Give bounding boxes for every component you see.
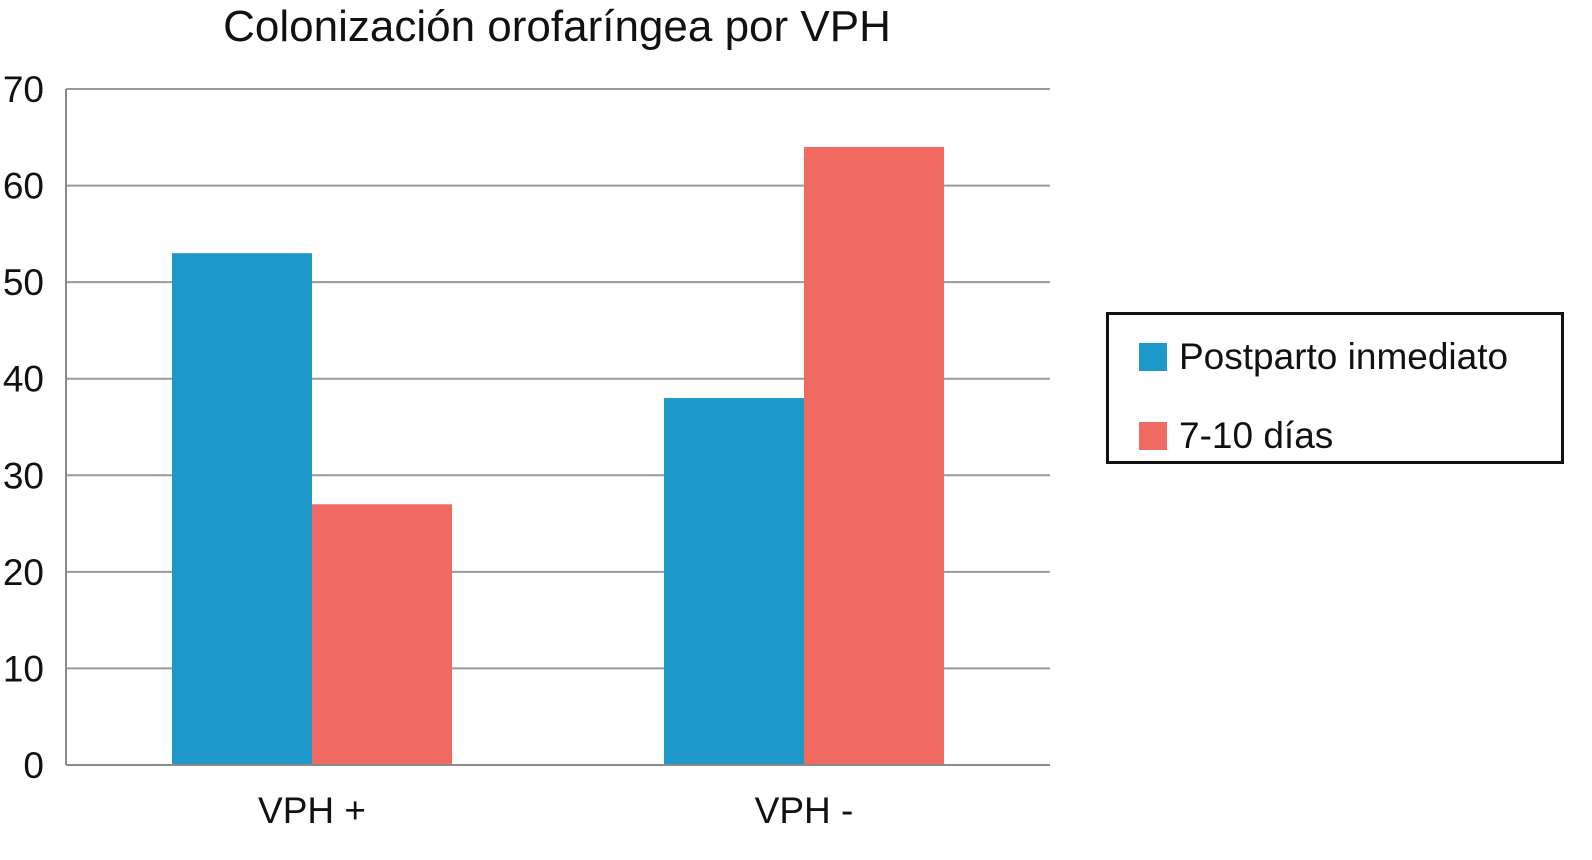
y-tick-labels: 0 10 20 30 40 50 60 70 [3, 69, 44, 786]
legend-swatch-7-10-dias [1139, 422, 1167, 450]
bar [804, 146, 944, 765]
legend: Postparto inmediato 7-10 días [1106, 312, 1564, 464]
legend-label-7-10-dias: 7-10 días [1179, 415, 1334, 456]
y-tick-label: 30 [3, 455, 44, 496]
legend-label-postparto: Postparto inmediato [1179, 336, 1509, 377]
y-tick-label: 60 [3, 166, 44, 207]
chart-title: Colonización orofaríngea por VPH [223, 2, 891, 51]
y-tick-label: 50 [3, 262, 44, 303]
legend-swatch-postparto [1139, 343, 1167, 371]
bars [172, 146, 944, 765]
bar [664, 398, 804, 765]
x-tick-label: VPH + [258, 790, 366, 831]
x-tick-label: VPH - [755, 790, 854, 831]
y-tick-label: 10 [3, 648, 44, 689]
y-tick-label: 40 [3, 359, 44, 400]
x-tick-labels: VPH + VPH - [258, 790, 853, 831]
axes [65, 89, 1050, 766]
y-tick-label: 70 [3, 69, 44, 110]
bar [172, 253, 312, 765]
y-tick-label: 20 [3, 552, 44, 593]
y-tick-label: 0 [23, 745, 44, 786]
legend-item-postparto: Postparto inmediato [1139, 337, 1508, 377]
bar [312, 504, 452, 765]
legend-item-7-10-dias: 7-10 días [1139, 416, 1333, 456]
